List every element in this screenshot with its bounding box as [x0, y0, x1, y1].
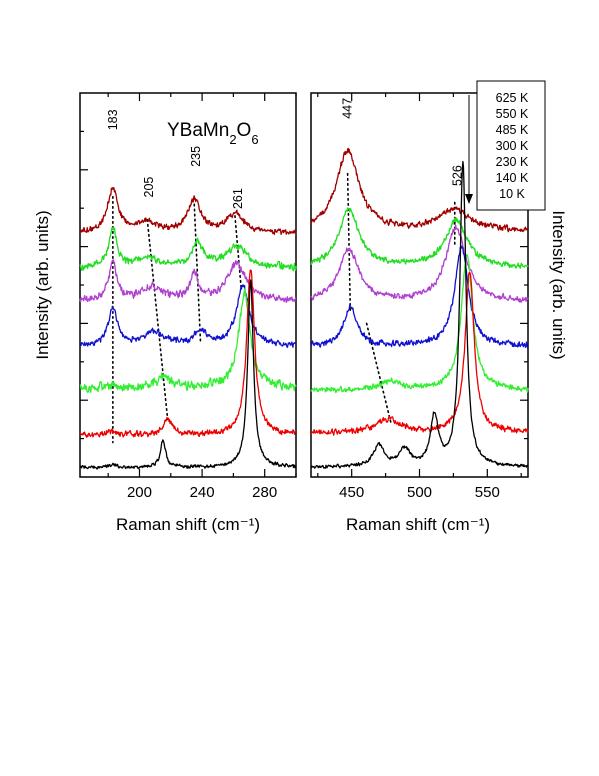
- series-line-140k: [310, 271, 529, 436]
- legend-entry: 10 K: [499, 187, 525, 201]
- legend-entry: 140 K: [496, 171, 529, 185]
- peak-label: 205: [142, 177, 156, 198]
- right-x-axis-title: Raman shift (cm⁻¹): [346, 515, 490, 534]
- series-line-625k: [310, 147, 529, 233]
- left-peak-labels: 183 205 235 261: [106, 109, 245, 209]
- left-axis-ticks: 200 240 280: [80, 93, 297, 501]
- right-axis-ticks: 450 500 550: [317, 93, 528, 501]
- right-panel: 450 500 550 447 526 Raman shift (cm⁻¹) Inte…: [310, 80, 568, 534]
- legend-box: [476, 80, 546, 211]
- series-line-625k: [79, 187, 297, 236]
- peak-label: 526: [450, 165, 464, 186]
- left-series-group: [79, 187, 297, 470]
- left-panel: 200 240 280 183 205 235 261 YBaMn2O6 Raman sh…: [33, 92, 297, 534]
- peak-label: 235: [189, 146, 203, 167]
- peak-guide-line: [234, 215, 243, 290]
- peak-guide-line: [193, 203, 202, 344]
- left-x-axis-title: Raman shift (cm⁻¹): [116, 515, 260, 534]
- series-line-550k: [310, 207, 529, 269]
- peak-guide-line: [146, 218, 169, 421]
- series-line-550k: [79, 226, 297, 272]
- series-line-10k: [79, 279, 297, 470]
- legend-entry: 230 K: [496, 155, 529, 169]
- legend-entry: 550 K: [496, 107, 529, 121]
- x-tick-label: 200: [127, 484, 152, 501]
- peak-guide-line: [346, 172, 352, 313]
- series-line-230k: [310, 254, 529, 394]
- legend-entry: 300 K: [496, 139, 529, 153]
- series-line-300k: [79, 284, 297, 348]
- x-tick-label: 280: [252, 484, 277, 501]
- x-tick-label: 500: [407, 484, 432, 501]
- legend-entry: 485 K: [496, 123, 529, 137]
- compound-label: YBaMn2O6: [167, 120, 259, 147]
- right-series-group: [310, 147, 529, 469]
- x-tick-label: 240: [190, 484, 215, 501]
- peak-label: 183: [106, 109, 120, 130]
- right-y-axis-title: Intensity (arb. units): [549, 210, 568, 359]
- legend-entry: 625 K: [496, 91, 529, 105]
- series-line-485k: [310, 224, 529, 303]
- x-tick-label: 450: [339, 484, 364, 501]
- x-tick-label: 550: [475, 484, 500, 501]
- series-line-485k: [79, 259, 297, 304]
- left-guide-lines: [112, 195, 243, 444]
- temperature-legend: 625 K 550 K 485 K 300 K 230 K 140 K 10 K: [465, 80, 546, 211]
- peak-label: 447: [341, 98, 355, 119]
- right-peak-labels: 447 526: [341, 98, 465, 186]
- series-line-10k: [310, 160, 529, 469]
- series-line-300k: [310, 245, 529, 349]
- series-line-230k: [79, 288, 297, 393]
- series-line-140k: [79, 269, 297, 438]
- legend-arrow-head: [465, 194, 473, 204]
- legend-entries: 625 K 550 K 485 K 300 K 230 K 140 K 10 K: [496, 91, 529, 201]
- left-y-axis-title: Intensity (arb. units): [33, 210, 52, 359]
- peak-label: 261: [231, 188, 245, 209]
